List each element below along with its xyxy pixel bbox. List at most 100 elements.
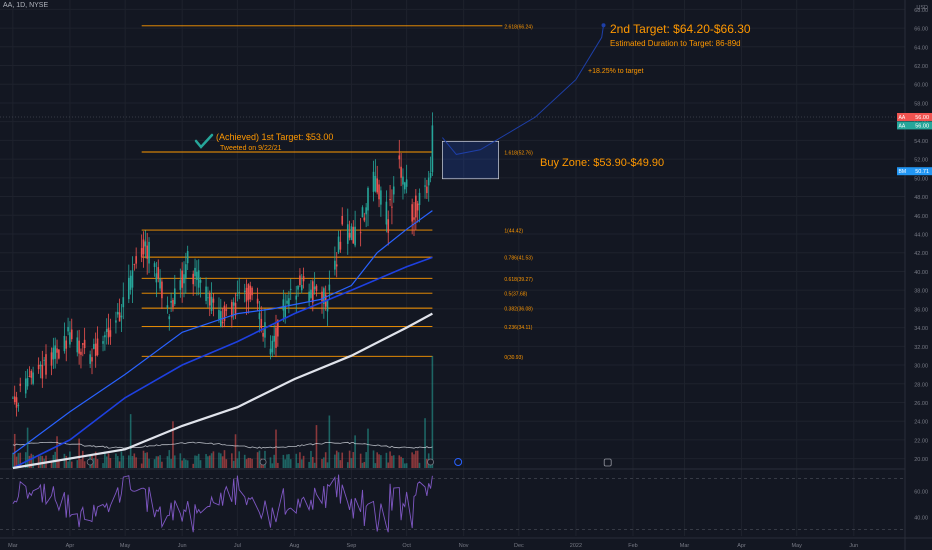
candle-body [431, 125, 434, 173]
price-badge-value: 56.00 [915, 123, 929, 129]
candle-body [78, 340, 80, 354]
candle-body [52, 347, 55, 360]
price-tick-label: 30.00 [914, 364, 928, 370]
volume-bar [133, 453, 136, 468]
volume-ma-line [12, 441, 433, 449]
candle-body [275, 327, 277, 348]
candle-body [96, 338, 99, 355]
candle-body [354, 226, 356, 246]
rsi-tick-label: 60.00 [914, 490, 928, 496]
candle-body [339, 241, 342, 250]
volume-bar [118, 461, 121, 468]
price-tick-label: 60.00 [914, 83, 928, 89]
fib-level-label: 0.618(39.27) [504, 277, 533, 283]
volume-bar [416, 450, 419, 468]
volume-bar [413, 454, 415, 468]
volume-bar [426, 458, 428, 468]
fib-retracement [141, 25, 503, 357]
price-badge-tag [897, 167, 906, 176]
candle-body [122, 297, 125, 308]
candle-body [286, 300, 288, 304]
volume-bar [300, 459, 303, 468]
volume-bar [63, 453, 66, 468]
candle-body [367, 187, 369, 211]
candle-body [418, 192, 421, 206]
candle-body [157, 267, 160, 279]
candle-body [45, 354, 47, 375]
volume-bar [115, 453, 117, 468]
time-tick-label: Jun [178, 543, 187, 549]
volume-bar [380, 455, 382, 468]
volume-bar [415, 450, 417, 468]
volume-bar [424, 418, 426, 468]
checkmark-icon [194, 133, 214, 149]
candle-body [302, 276, 305, 282]
volume-bar [102, 463, 104, 468]
moving-average-200 [12, 312, 433, 470]
tweet-annotation: Tweeted on 9/22/21 [220, 145, 282, 152]
candle-body [416, 203, 419, 211]
candle-body [128, 277, 130, 300]
volume-bar [398, 455, 401, 468]
candle-body [41, 364, 44, 379]
candle-body [225, 309, 228, 311]
candle-body [170, 300, 172, 303]
candle-body [269, 348, 272, 355]
candle-body [321, 291, 323, 302]
volume-bar [223, 450, 226, 468]
candle-body [159, 278, 161, 289]
volume-bar [93, 458, 95, 468]
percent-to-target-annotation: +18.25% to target [588, 68, 644, 75]
candle-body [19, 383, 22, 386]
candle-body [50, 352, 53, 366]
price-tick-label: 24.00 [914, 420, 928, 426]
volume-bar [247, 457, 250, 468]
candle-body [426, 186, 428, 194]
candle-body [186, 251, 189, 264]
volume-bar [243, 454, 246, 468]
volume-bar [15, 456, 18, 468]
volume-bar [337, 452, 340, 468]
volume-bar [122, 455, 125, 468]
time-tick-label: Sep [347, 543, 357, 549]
volume-bar [120, 451, 123, 468]
candle-body [374, 176, 377, 192]
candle-body [273, 335, 275, 342]
time-tick-label: May [792, 543, 803, 549]
volume-bar [313, 462, 316, 468]
candle-body [392, 186, 395, 195]
candle-body [199, 280, 202, 283]
candle-body [361, 207, 364, 218]
candle-body [89, 354, 91, 364]
candle-body [243, 290, 246, 292]
volume-bar [363, 461, 366, 468]
volume-bar [210, 453, 213, 468]
volume-bar [135, 457, 137, 468]
candle-body [153, 263, 156, 267]
price-tick-label: 36.00 [914, 307, 928, 313]
volume-bar [402, 458, 404, 468]
candle-body [429, 172, 432, 178]
rsi-line [12, 474, 433, 533]
price-badge-symbol: AA [899, 115, 906, 121]
rsi-tick-label: 40.00 [914, 515, 928, 521]
candle-body [221, 321, 224, 324]
candle-body [297, 285, 299, 290]
candle-body [245, 287, 248, 302]
volume-bar [297, 463, 299, 468]
candle-body [264, 322, 266, 338]
dividend-event-icon [454, 458, 463, 466]
volume-bar [142, 450, 145, 468]
volume-bar [144, 452, 147, 468]
candle-body [251, 287, 253, 296]
volume-bar [302, 455, 305, 468]
volume-bar [249, 458, 252, 468]
volume-bar [308, 461, 310, 468]
candle-body [328, 284, 331, 291]
price-tick-label: 46.00 [914, 214, 928, 220]
volume-bar [205, 454, 207, 468]
candle-body [37, 364, 40, 370]
volume-bar [129, 414, 132, 468]
